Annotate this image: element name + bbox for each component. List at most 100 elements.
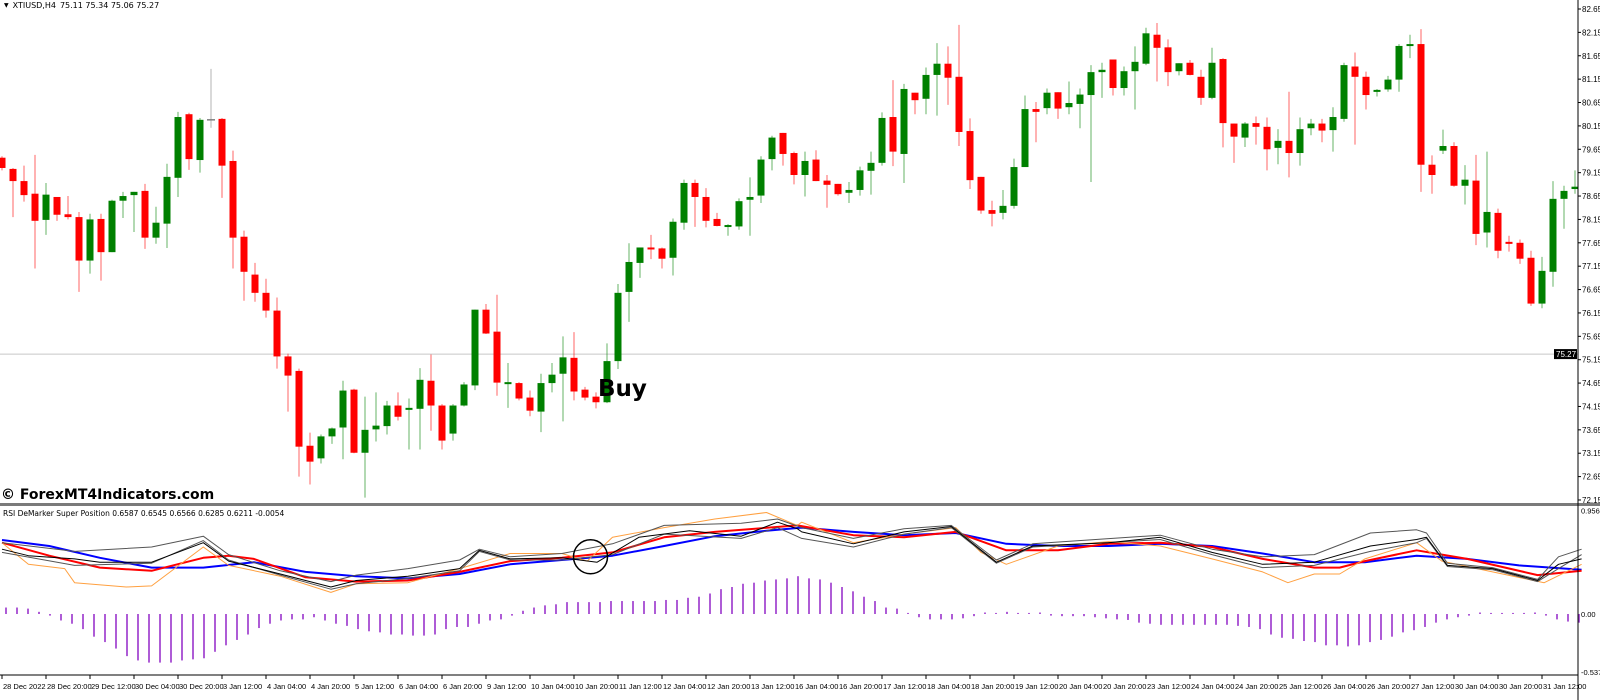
time-tick-label: 5 Jan 12:00 — [355, 682, 394, 691]
candle-body — [471, 309, 479, 386]
candle — [273, 297, 281, 369]
triangle-down-icon[interactable]: ▼ — [4, 2, 9, 9]
candle — [1428, 155, 1436, 194]
candle-body — [658, 248, 666, 259]
candle-body — [493, 331, 501, 383]
candle — [746, 177, 754, 236]
candle-body — [988, 210, 996, 214]
candle-body — [53, 196, 61, 215]
price-tick-label: 79.15 — [1582, 169, 1600, 178]
candle — [1494, 208, 1502, 259]
candle-body — [152, 222, 160, 238]
candle — [889, 80, 897, 167]
candle-body — [295, 370, 303, 447]
time-tick-label: 30 Dec 20:00 — [179, 682, 224, 691]
indicator-line-grey-lower — [1, 527, 1582, 590]
candle-body — [0, 157, 6, 168]
price-tick-label: 75.65 — [1582, 332, 1600, 341]
candle-body — [416, 379, 424, 409]
time-tick-label: 25 Jan 12:00 — [1279, 682, 1322, 691]
candle — [801, 151, 809, 197]
candle-body — [163, 176, 171, 224]
candle-body — [1197, 76, 1205, 98]
candle — [1472, 154, 1480, 246]
candle-body — [570, 357, 578, 392]
indicator-tick-label: 0.9567 — [1581, 507, 1600, 516]
candle-body — [9, 168, 17, 182]
candle-body — [394, 405, 402, 417]
candle — [1417, 29, 1425, 192]
time-tick-label: 10 Jan 20:00 — [575, 682, 618, 691]
candle — [449, 404, 457, 441]
candle-body — [955, 76, 963, 132]
candle-body — [350, 389, 358, 453]
candle — [955, 24, 963, 147]
candle-body — [328, 428, 336, 437]
candle — [636, 247, 644, 278]
candle — [141, 183, 149, 249]
candle — [108, 199, 116, 253]
candle — [713, 212, 721, 227]
pane-separator[interactable] — [0, 503, 1600, 506]
candle-body — [64, 214, 72, 218]
time-tick-label: 26 Jan 20:00 — [1367, 682, 1410, 691]
price-tick-label: 81.65 — [1582, 52, 1600, 61]
candle-body — [515, 383, 523, 399]
time-tick-label: 12 Jan 20:00 — [707, 682, 750, 691]
candle — [1197, 69, 1205, 105]
candle — [1153, 23, 1161, 82]
time-tick-label: 18 Jan 04:00 — [927, 682, 970, 691]
candle — [570, 332, 578, 401]
candle — [878, 112, 886, 166]
symbol-label: XTIUSD,H4 — [12, 1, 56, 10]
candle-body — [108, 200, 116, 253]
candle-body — [185, 114, 193, 160]
time-tick-label: 28 Dec 20:00 — [47, 682, 92, 691]
candle-body — [1494, 212, 1502, 251]
candle — [9, 167, 17, 218]
candle — [1450, 142, 1458, 187]
candle — [152, 206, 160, 244]
candle — [1087, 65, 1095, 183]
time-tick-label: 30 Dec 04:00 — [135, 682, 180, 691]
price-tick-label: 77.15 — [1582, 262, 1600, 271]
candle — [1527, 250, 1535, 306]
candle-body — [1362, 76, 1370, 96]
candle-body — [460, 384, 468, 406]
candle — [1021, 95, 1029, 168]
price-tick-label: 72.65 — [1582, 473, 1600, 482]
candle-body — [757, 159, 765, 196]
time-tick-label: 20 Jan 20:00 — [1103, 682, 1146, 691]
candle — [735, 198, 743, 230]
candle-body — [130, 191, 138, 196]
candle — [581, 386, 589, 401]
candle-body — [1384, 79, 1392, 90]
candle-body — [944, 63, 952, 78]
candle — [75, 211, 83, 292]
candle-body — [1087, 72, 1095, 96]
candle — [317, 434, 325, 464]
candle-body — [1098, 69, 1106, 73]
time-tick-label: 17 Jan 12:00 — [883, 682, 926, 691]
candle-body — [1142, 33, 1150, 64]
time-tick-label: 12 Jan 04:00 — [663, 682, 706, 691]
time-tick-label: 6 Jan 04:00 — [399, 682, 438, 691]
candle — [1318, 118, 1326, 143]
candle-body — [559, 357, 567, 374]
candle — [1362, 71, 1370, 110]
candle-body — [1241, 123, 1249, 138]
candle-body — [317, 436, 325, 459]
candle-body — [768, 137, 776, 160]
candle-body — [933, 63, 941, 75]
price-tick-label: 78.15 — [1582, 215, 1600, 224]
candle — [614, 283, 622, 370]
candle — [1065, 81, 1073, 115]
candle — [1076, 88, 1084, 129]
candle-body — [1571, 186, 1579, 190]
candle — [460, 382, 468, 407]
candle — [97, 213, 105, 281]
candle-body — [625, 261, 633, 292]
candle-body — [42, 194, 50, 220]
candle-body — [273, 310, 281, 357]
